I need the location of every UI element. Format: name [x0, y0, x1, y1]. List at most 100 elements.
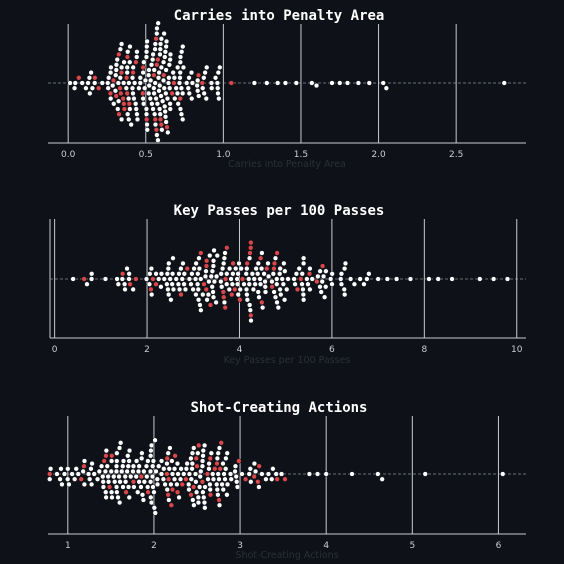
data-point: [323, 284, 329, 290]
data-point: [87, 90, 93, 97]
data-point: [148, 494, 154, 501]
data-point: [204, 64, 210, 71]
data-point: [252, 281, 258, 287]
gridlines: 1 2 3 4 5 6: [65, 416, 502, 551]
data-point: [269, 278, 275, 285]
data-point: [200, 85, 206, 91]
data-point: [117, 75, 123, 81]
data-point: [163, 43, 169, 50]
x-tick-label: 1.5: [294, 150, 308, 160]
data-point: [264, 80, 270, 86]
data-point: [182, 286, 189, 293]
data-point: [146, 90, 152, 97]
highlight-point: [76, 75, 82, 81]
data-point: [98, 463, 105, 469]
data-point: [147, 479, 154, 485]
data-point: [167, 445, 173, 451]
data-point: [81, 458, 88, 464]
data-point: [121, 281, 128, 287]
data-point: [156, 106, 163, 112]
data-point: [117, 46, 124, 52]
data-point: [169, 471, 176, 477]
data-point: [163, 38, 170, 45]
data-point: [329, 80, 335, 86]
data-point: [238, 265, 244, 272]
data-point: [215, 90, 221, 97]
data-point: [344, 80, 351, 86]
data-point: [189, 450, 196, 456]
data-point: [237, 286, 243, 293]
data-point: [59, 481, 65, 488]
data-point: [342, 291, 348, 298]
data-point: [141, 101, 147, 107]
data-point: [274, 281, 280, 287]
data-point: [135, 468, 142, 475]
data-point: [120, 463, 126, 469]
x-axis-label: Carries into Penalty Area: [228, 159, 346, 170]
data-point: [200, 291, 206, 298]
highlight-point: [258, 255, 264, 261]
data-point: [364, 276, 370, 282]
data-point: [88, 466, 94, 472]
data-point: [208, 273, 214, 280]
data-point: [380, 80, 386, 86]
data-point: [202, 69, 208, 76]
data-point: [188, 69, 195, 76]
data-point: [262, 284, 268, 290]
data-point: [271, 289, 277, 295]
data-point: [58, 466, 64, 472]
data-point: [219, 481, 225, 488]
data-point: [175, 101, 181, 107]
data-point: [145, 484, 151, 490]
data-point: [150, 106, 156, 112]
data-point: [407, 276, 414, 282]
data-point: [126, 116, 132, 123]
data-point: [54, 471, 60, 477]
highlight-point: [78, 476, 84, 482]
data-point: [259, 250, 265, 256]
gridlines: 0.0 0.5 1.0 1.5 2.0 2.5: [61, 24, 463, 160]
highlight-point: [196, 442, 202, 449]
data-point: [216, 502, 223, 508]
data-point: [156, 276, 162, 282]
data-point: [65, 466, 71, 472]
data-point: [150, 51, 156, 58]
data-point: [202, 273, 209, 280]
data-point: [384, 276, 391, 282]
data-point: [115, 281, 121, 287]
data-point: [186, 75, 192, 81]
data-point: [218, 278, 224, 285]
highlight-point: [157, 116, 164, 123]
data-point: [500, 471, 506, 477]
data-point: [65, 476, 71, 482]
data-point: [195, 499, 202, 506]
highlight-point: [47, 471, 53, 477]
data-point: [134, 116, 141, 123]
data-point: [190, 286, 196, 293]
data-point: [293, 271, 300, 277]
data-point: [148, 442, 155, 449]
data-point: [136, 479, 142, 485]
data-point: [221, 255, 228, 261]
data-point: [129, 75, 136, 81]
data-point: [250, 286, 257, 293]
data-point: [133, 106, 139, 112]
data-point: [105, 479, 112, 485]
data-point: [115, 98, 122, 104]
data-point: [111, 473, 117, 480]
data-point: [160, 77, 167, 84]
data-point: [138, 484, 144, 490]
data-point: [162, 108, 168, 115]
highlight-point: [224, 245, 230, 251]
x-tick-label: 3: [237, 541, 243, 551]
highlight-point: [126, 101, 132, 107]
highlight-point: [251, 473, 257, 480]
data-point: [186, 276, 193, 282]
data-point: [162, 49, 169, 55]
data-point: [152, 437, 158, 443]
data-point: [260, 304, 266, 311]
data-point: [117, 479, 123, 485]
data-point: [127, 43, 133, 50]
data-point: [210, 476, 217, 482]
x-tick-label: 6: [496, 541, 502, 551]
